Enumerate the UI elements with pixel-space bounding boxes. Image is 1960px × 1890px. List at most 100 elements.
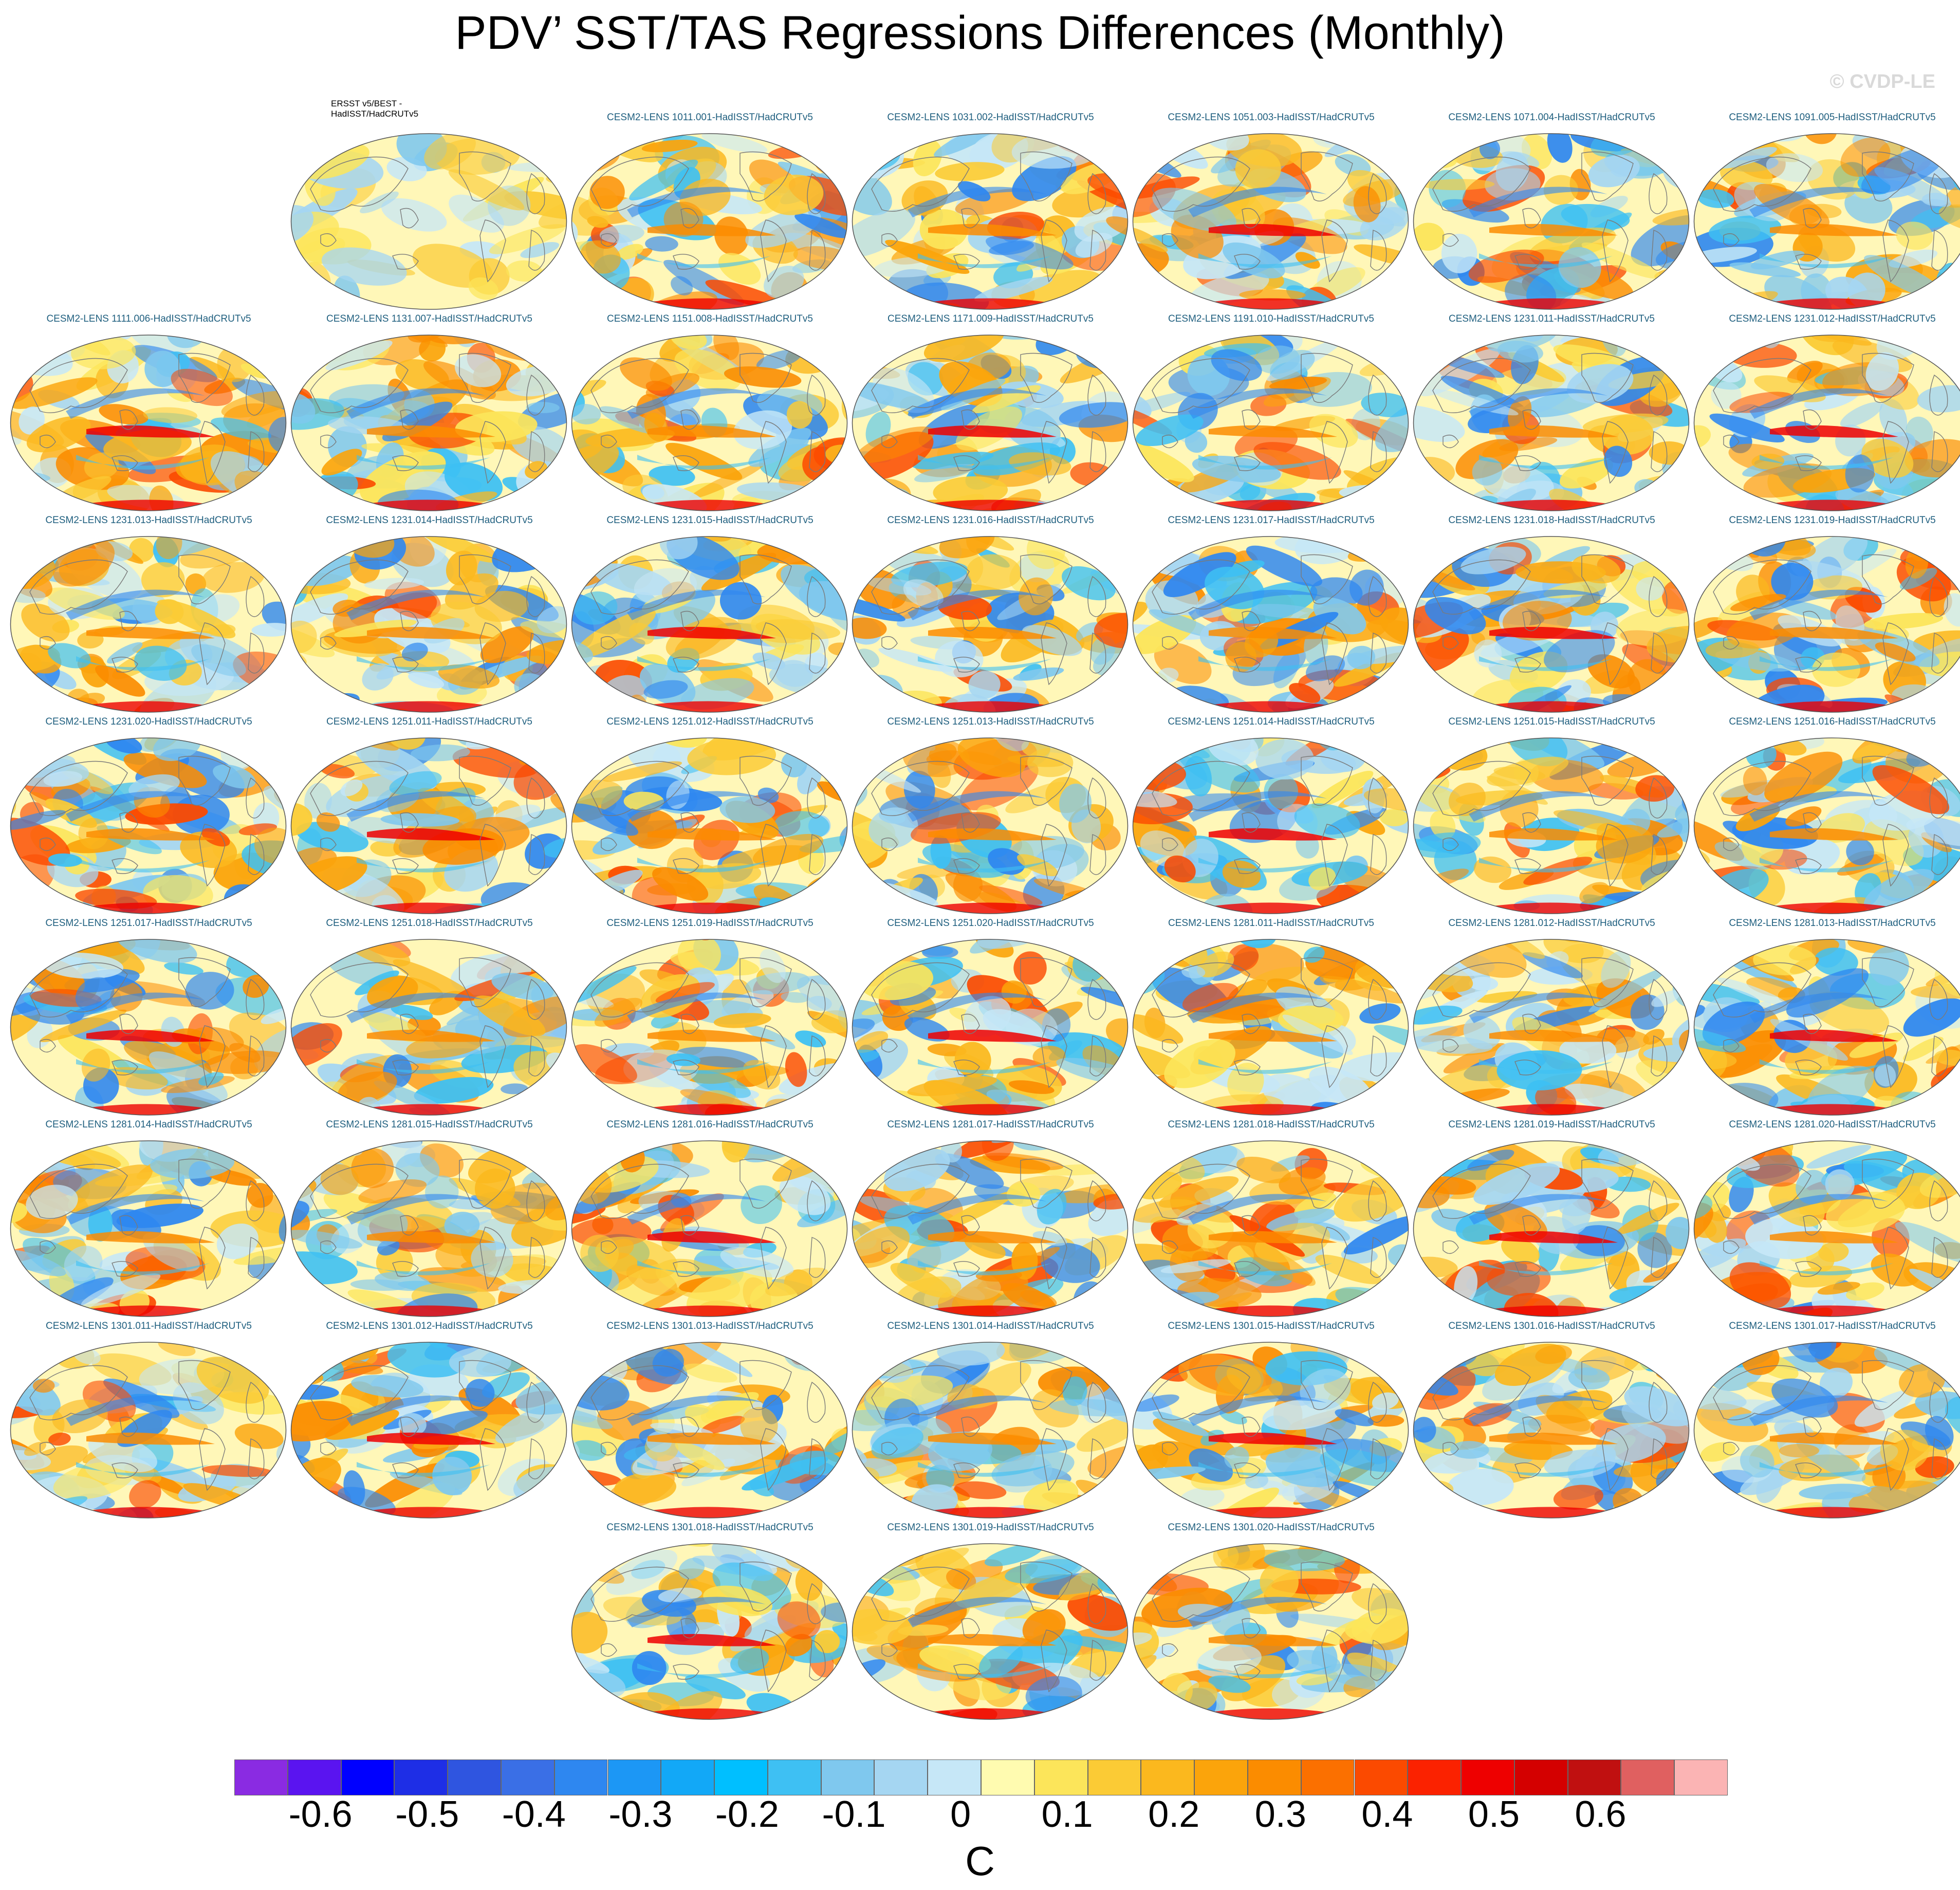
coastline xyxy=(1162,1442,1178,1456)
anomaly-patch xyxy=(652,867,709,901)
coastline xyxy=(1432,962,1531,1018)
anomaly-patch xyxy=(1005,1559,1082,1584)
south-pacific-cool-band xyxy=(918,455,1051,470)
coastline xyxy=(1162,435,1178,449)
anomaly-patch xyxy=(1697,189,1734,208)
anomaly-patch xyxy=(1181,965,1206,978)
coastline xyxy=(246,1381,265,1423)
map-border xyxy=(1413,133,1690,310)
south-pacific-cool-band xyxy=(76,656,210,671)
anomaly-patch xyxy=(1067,134,1119,136)
anomaly-patch xyxy=(1087,173,1128,204)
anomaly-patch xyxy=(1644,1086,1689,1115)
anomaly-patch xyxy=(1008,1080,1055,1094)
anomaly-patch xyxy=(1413,1417,1436,1443)
coastline xyxy=(1713,559,1811,615)
anomaly-patch xyxy=(1617,1202,1679,1234)
coastline xyxy=(1087,777,1106,819)
world-map xyxy=(1413,1342,1690,1518)
coastline xyxy=(392,1060,419,1076)
anomaly-patch xyxy=(201,828,230,847)
anomaly-patch xyxy=(1626,1114,1687,1115)
map-border xyxy=(852,737,1129,914)
coastline xyxy=(29,761,128,817)
north-pacific-cool-band xyxy=(346,589,485,620)
coastline xyxy=(248,1438,265,1479)
map-panel: CESM2-LENS 1231.014-HadISST/HadCRUTv5 xyxy=(290,515,569,715)
map-border xyxy=(10,939,287,1116)
anomaly-patch xyxy=(1871,1253,1920,1287)
coastline xyxy=(1089,431,1106,472)
anomaly-patch xyxy=(1875,642,1916,662)
coastline xyxy=(590,1365,689,1421)
map-border xyxy=(571,1543,848,1720)
coastline xyxy=(673,254,699,270)
anomaly-patch xyxy=(1335,1409,1374,1426)
anomaly-patch xyxy=(1418,300,1464,309)
coastline xyxy=(1087,576,1106,617)
coastline xyxy=(881,838,898,851)
coastline xyxy=(29,358,128,414)
coastline xyxy=(1522,1215,1541,1236)
anomaly-patch xyxy=(233,1245,286,1265)
coastline xyxy=(320,435,337,449)
anomaly-patch xyxy=(213,764,256,789)
coastline xyxy=(1795,657,1822,673)
anomaly-patch xyxy=(350,1279,408,1291)
anomaly-patch xyxy=(401,642,428,662)
coastline xyxy=(1020,554,1073,604)
anomaly-patch xyxy=(854,1031,889,1053)
coastline xyxy=(1723,838,1740,851)
anomaly-patch xyxy=(789,1451,842,1475)
colorbar-tick-label: -0.2 xyxy=(715,1794,779,1835)
colorbar-units: C xyxy=(965,1838,995,1884)
anomaly-patch xyxy=(576,536,623,560)
map-panel: CESM2-LENS 1301.019-HadISST/HadCRUTv5 xyxy=(851,1522,1130,1722)
anomaly-patch xyxy=(1009,452,1071,476)
coastline xyxy=(1803,812,1822,833)
south-pacific-cool-band xyxy=(918,253,1051,268)
anomaly-patch xyxy=(247,1182,273,1208)
anomaly-patch xyxy=(1413,262,1433,296)
coastline xyxy=(760,421,787,484)
anomaly-patch xyxy=(852,1018,875,1042)
anomaly-patch xyxy=(31,535,95,542)
coastline xyxy=(1862,151,1914,201)
anomaly-patch xyxy=(1787,361,1823,383)
map-border xyxy=(852,536,1129,713)
coastline xyxy=(1651,1035,1668,1077)
coastline xyxy=(961,1013,980,1034)
panel-label: CESM2-LENS 1301.018-HadISST/HadCRUTv5 xyxy=(606,1522,813,1533)
world-map xyxy=(571,1543,848,1720)
map-border xyxy=(852,1543,1129,1720)
coastline xyxy=(526,1381,545,1423)
world-map xyxy=(571,737,848,914)
south-pacific-cool-band xyxy=(637,1261,771,1275)
coastline xyxy=(246,978,265,1020)
panel-label: CESM2-LENS 1231.019-HadISST/HadCRUTv5 xyxy=(1729,515,1936,526)
anomaly-patch xyxy=(1616,509,1689,511)
coastline xyxy=(1443,435,1459,449)
anomaly-patch xyxy=(646,712,683,713)
coastline xyxy=(760,1227,787,1290)
colorbar-tick-label: 0.2 xyxy=(1148,1794,1200,1835)
tropical-warm-band xyxy=(367,1029,495,1042)
anomaly-patch xyxy=(1740,1445,1774,1478)
anomaly-patch xyxy=(1189,272,1269,307)
anomaly-patch xyxy=(221,391,286,418)
anomaly-patch xyxy=(691,1070,751,1098)
anomaly-patch xyxy=(1379,809,1409,827)
anomaly-patch xyxy=(571,335,607,363)
anomaly-patch xyxy=(1959,1278,1960,1292)
south-pacific-cool-band xyxy=(357,1059,490,1074)
panel-label: CESM2-LENS 1281.015-HadISST/HadCRUTv5 xyxy=(326,1119,533,1130)
world-map xyxy=(852,536,1129,713)
coastline xyxy=(1242,610,1261,632)
anomaly-patch xyxy=(1077,1544,1128,1554)
colorbar-swatch xyxy=(767,1759,821,1795)
coastline xyxy=(1882,1025,1909,1088)
tropical-warm-band xyxy=(928,1432,1057,1445)
panel-label: CESM2-LENS 1231.012-HadISST/HadCRUTv5 xyxy=(1729,313,1936,324)
world-map xyxy=(10,1342,287,1518)
anomaly-patch xyxy=(1372,1392,1399,1410)
